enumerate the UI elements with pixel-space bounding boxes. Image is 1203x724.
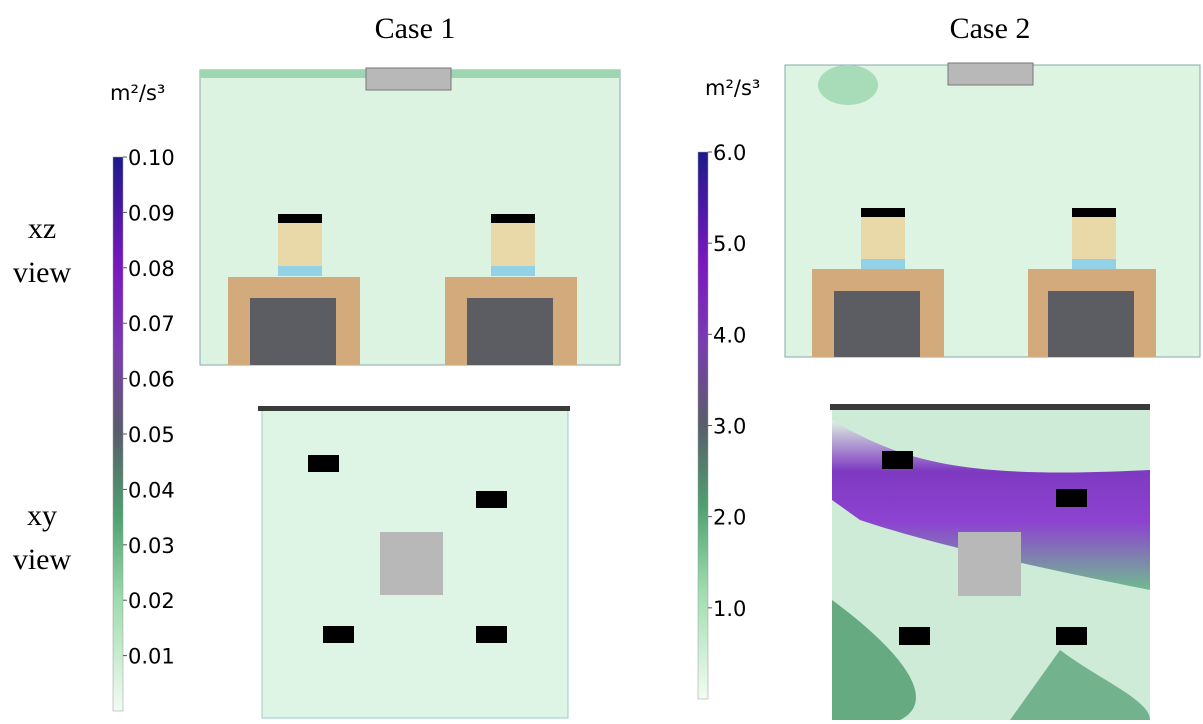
- column-title: Case 2: [950, 12, 1031, 45]
- case2-xz-plot: [784, 62, 1201, 358]
- row-label: xz view: [13, 212, 72, 289]
- colorbar-tick-label: 3.0: [713, 415, 746, 439]
- colorbar-tick-label: 1.0: [713, 597, 746, 621]
- colorbar-tick-label: 4.0: [713, 323, 746, 347]
- colorbar-tick-label: 5.0: [713, 232, 746, 256]
- colorbar-unit: m²/s³: [705, 76, 760, 100]
- colorbar: [112, 156, 124, 712]
- colorbar-tick-label: 0.02: [128, 589, 175, 613]
- colorbar-tick-label: 0.10: [128, 146, 175, 170]
- colorbar-tick-label: 0.01: [128, 645, 175, 669]
- row-label: xy view: [13, 499, 72, 576]
- colorbar-tick-label: 0.05: [128, 423, 175, 447]
- colorbar-tick-label: 0.09: [128, 201, 175, 225]
- colorbar-tick-label: 0.03: [128, 534, 175, 558]
- colorbar-tick-label: 2.0: [713, 506, 746, 530]
- colorbar-unit: m²/s³: [110, 81, 165, 105]
- colorbar: [697, 151, 709, 700]
- case1-xy-plot: [258, 406, 570, 719]
- case2-xy-plot: [830, 404, 1150, 720]
- colorbar-tick-label: 0.06: [128, 368, 175, 392]
- colorbar-tick-label: 0.07: [128, 312, 175, 336]
- colorbar-tick-label: 0.08: [128, 257, 175, 281]
- case1-xz-plot: [199, 67, 621, 366]
- column-title: Case 1: [375, 12, 456, 45]
- colorbar-tick-label: 0.04: [128, 478, 175, 502]
- colorbar-tick-label: 6.0: [713, 141, 746, 165]
